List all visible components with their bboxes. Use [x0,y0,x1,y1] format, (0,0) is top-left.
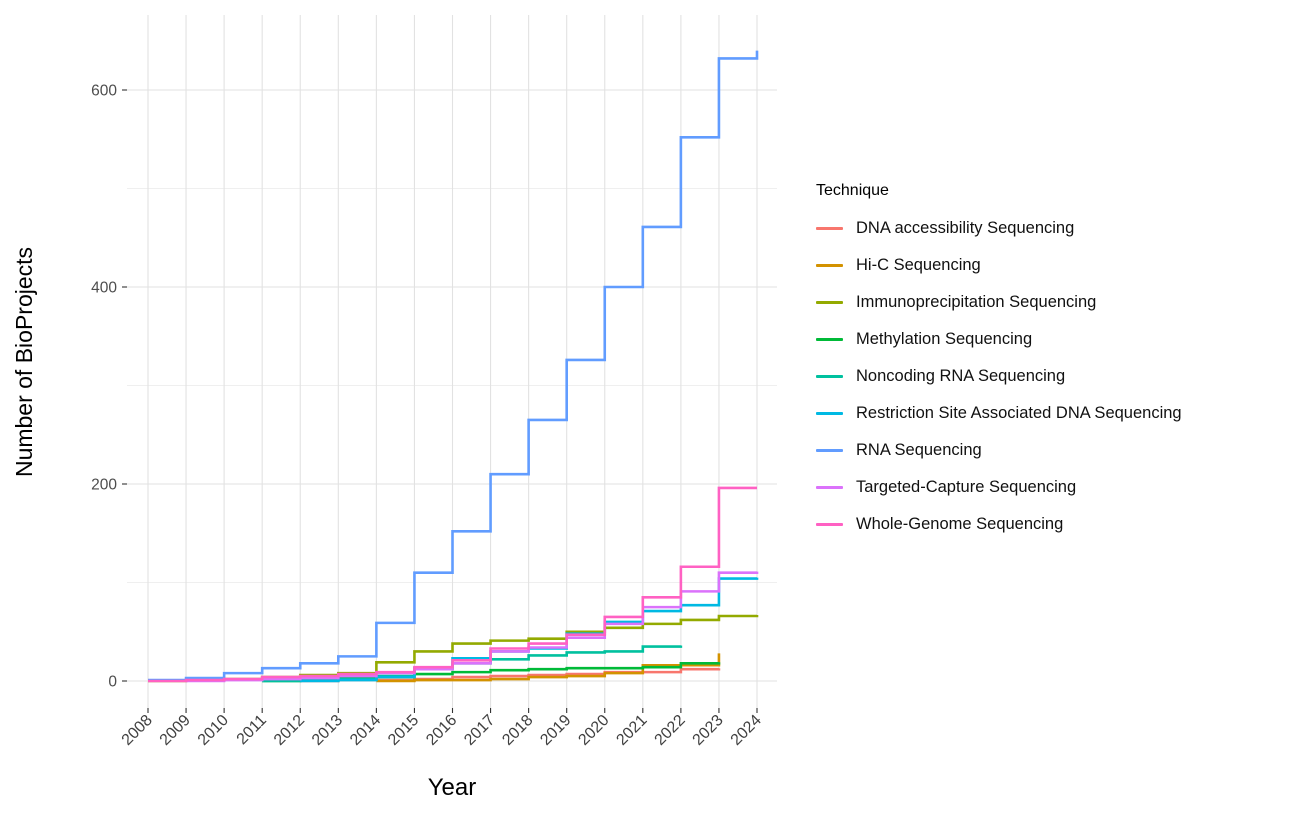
legend-items: DNA accessibility Sequencing Hi-C Sequenc… [816,210,1182,543]
legend-item: Noncoding RNA Sequencing [816,358,1182,395]
legend-item: Targeted-Capture Sequencing [816,469,1182,506]
legend-item-label: Targeted-Capture Sequencing [856,478,1077,496]
legend-item-label: RNA Sequencing [856,441,982,459]
x-tick-label: 2018 [499,712,536,749]
x-tick-label: 2021 [613,712,650,749]
legend-item: DNA accessibility Sequencing [816,210,1182,247]
legend-item-label: Noncoding RNA Sequencing [856,367,1066,385]
legend-item-label: Immunoprecipitation Sequencing [856,293,1097,311]
legend-line-swatch-icon [816,263,843,268]
x-tick-label: 2020 [575,712,612,749]
x-tick-label: 2012 [271,712,308,749]
legend-item-label: Hi-C Sequencing [856,256,981,274]
x-tick-label: 2013 [309,712,346,749]
x-tick-label: 2024 [728,712,765,749]
grid-layer [127,15,777,708]
x-tick-label: 2019 [537,712,574,749]
series-line-hi-c-sequencing [376,653,721,683]
y-axis-title: Number of BioProjects [11,247,37,477]
legend-line-swatch-icon [816,411,843,416]
series-line-targeted-capture-sequencing [186,571,759,683]
legend-line-swatch-icon [816,226,843,231]
y-tick-label: 600 [91,83,117,100]
legend-line-swatch-icon [816,522,843,527]
x-tick-label: 2009 [157,712,194,749]
x-tick-label: 2008 [119,712,156,749]
x-tick-label: 2022 [652,712,689,749]
y-tick-label: 200 [91,477,117,494]
legend-item-label: Methylation Sequencing [856,330,1033,348]
x-tick-label: 2011 [234,712,270,748]
x-tick-label: 2015 [385,712,422,749]
legend-item-label: DNA accessibility Sequencing [856,219,1075,237]
legend-item: Methylation Sequencing [816,321,1182,358]
series-line-whole-genome-sequencing [148,486,757,683]
legend-title: Technique [816,182,889,199]
legend-item: Restriction Site Associated DNA Sequenci… [816,395,1182,432]
legend: Technique DNA accessibility Sequencing Hi… [816,182,1182,543]
x-tick-label: 2014 [347,712,384,749]
legend-item: Hi-C Sequencing [816,247,1182,284]
series-layer [148,50,759,683]
x-tick-label: 2017 [461,712,498,749]
x-axis-title: Year [428,774,477,801]
legend-item: RNA Sequencing [816,432,1182,469]
legend-item-label: Restriction Site Associated DNA Sequenci… [856,404,1182,422]
x-tick-label: 2016 [423,712,460,749]
legend-line-swatch-icon [816,374,843,379]
x-tick-label: 2010 [195,712,232,749]
legend-line-swatch-icon [816,337,843,342]
y-tick-label: 400 [91,280,117,297]
legend-line-swatch-icon [816,300,843,305]
legend-line-swatch-icon [816,485,843,490]
x-tick-label: 2023 [690,712,727,749]
legend-item-label: Whole-Genome Sequencing [856,515,1064,533]
legend-line-swatch-icon [816,448,843,453]
legend-item: Immunoprecipitation Sequencing [816,284,1182,321]
series-line-rna-sequencing [148,50,759,682]
y-tick-label: 0 [108,674,117,691]
legend-item: Whole-Genome Sequencing [816,506,1182,543]
